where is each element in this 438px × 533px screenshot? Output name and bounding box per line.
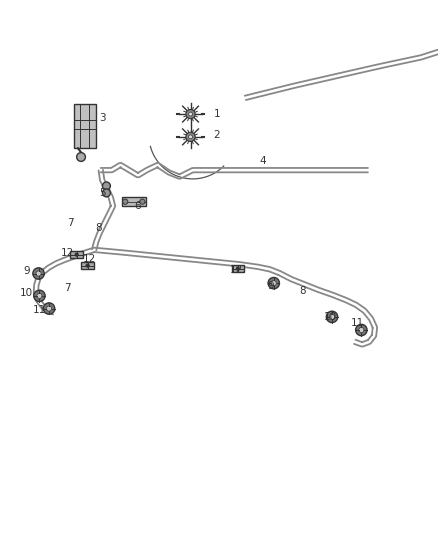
Circle shape bbox=[268, 278, 279, 289]
Text: 5: 5 bbox=[99, 188, 106, 198]
Bar bbox=[81, 262, 94, 269]
Text: 9: 9 bbox=[267, 281, 274, 291]
Text: 8: 8 bbox=[95, 223, 102, 233]
Circle shape bbox=[356, 324, 367, 336]
Circle shape bbox=[188, 112, 193, 116]
Text: 12: 12 bbox=[83, 254, 96, 264]
Circle shape bbox=[102, 182, 110, 190]
Circle shape bbox=[186, 132, 195, 141]
Circle shape bbox=[186, 109, 195, 119]
Text: 12: 12 bbox=[230, 264, 243, 274]
Text: 12: 12 bbox=[61, 248, 74, 259]
Text: 7: 7 bbox=[67, 217, 74, 228]
Text: 6: 6 bbox=[134, 201, 141, 212]
Circle shape bbox=[43, 303, 55, 314]
Circle shape bbox=[236, 267, 240, 270]
Text: 7: 7 bbox=[64, 284, 71, 293]
Text: 4: 4 bbox=[259, 156, 266, 166]
Circle shape bbox=[77, 152, 85, 161]
Circle shape bbox=[36, 271, 41, 276]
Circle shape bbox=[75, 253, 78, 256]
Circle shape bbox=[271, 280, 276, 286]
Circle shape bbox=[102, 189, 110, 197]
Bar bbox=[122, 197, 146, 206]
Circle shape bbox=[86, 264, 89, 268]
Text: 8: 8 bbox=[299, 286, 306, 296]
Circle shape bbox=[329, 314, 335, 319]
Bar bbox=[74, 104, 96, 148]
Circle shape bbox=[34, 290, 45, 302]
Circle shape bbox=[37, 293, 42, 298]
Bar bbox=[232, 265, 244, 272]
Circle shape bbox=[188, 135, 193, 139]
Circle shape bbox=[359, 327, 364, 333]
Text: 1: 1 bbox=[213, 109, 220, 119]
Circle shape bbox=[46, 306, 52, 311]
Text: 10: 10 bbox=[20, 288, 33, 298]
Text: 10: 10 bbox=[324, 312, 337, 322]
Circle shape bbox=[326, 311, 338, 322]
Bar bbox=[71, 251, 83, 258]
Text: 2: 2 bbox=[213, 130, 220, 140]
Text: 11: 11 bbox=[350, 318, 364, 328]
Text: 11: 11 bbox=[33, 305, 46, 316]
Text: 3: 3 bbox=[99, 114, 106, 124]
Circle shape bbox=[33, 268, 44, 279]
Text: 9: 9 bbox=[23, 266, 30, 276]
Circle shape bbox=[140, 199, 145, 204]
Circle shape bbox=[123, 199, 128, 204]
